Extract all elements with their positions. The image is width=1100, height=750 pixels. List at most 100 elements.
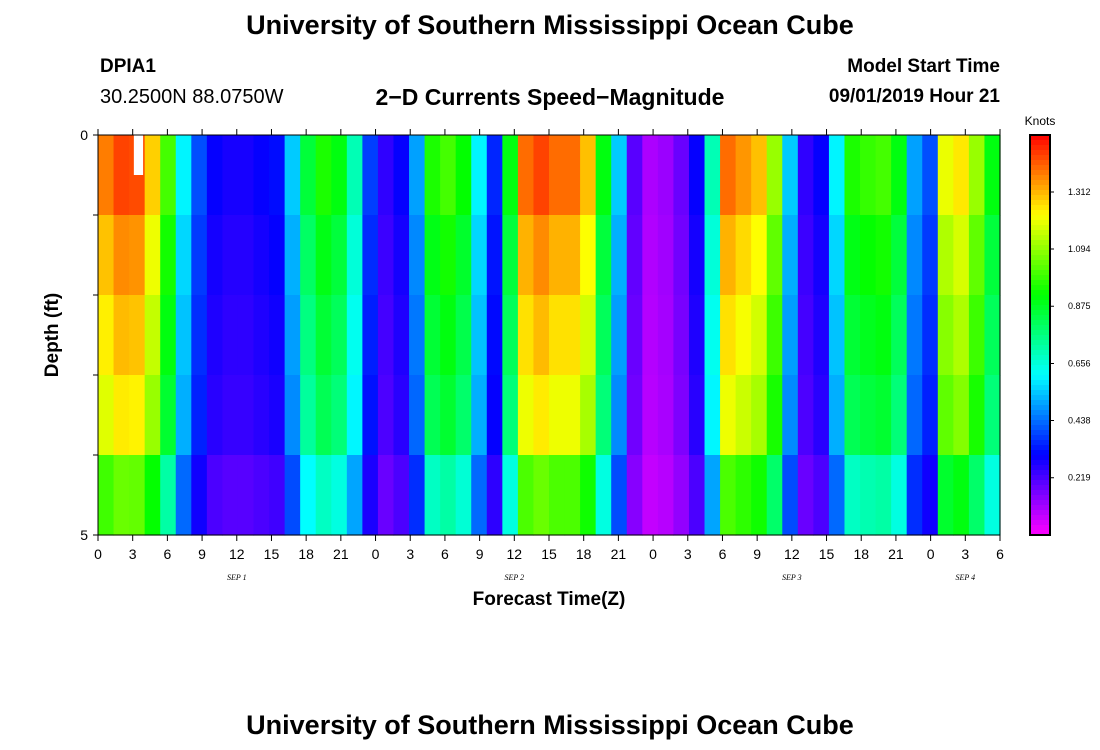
heatmap-cell [580,455,597,536]
colorbar-segment [1030,255,1050,261]
heatmap-cell [222,375,239,456]
colorbar-segment [1030,490,1050,496]
station-id: DPIA1 [100,56,156,77]
colorbar-segment [1030,205,1050,211]
colorbar-segment [1030,230,1050,236]
heatmap-cell [860,375,877,456]
colorbar-segment [1030,330,1050,336]
heatmap-cell [222,215,239,296]
colorbar-segment [1030,355,1050,361]
heatmap-cell [549,455,566,536]
heatmap-cell [844,455,861,536]
colorbar-segment [1030,325,1050,331]
heatmap-cell [735,295,752,376]
colorbar-segment [1030,335,1050,341]
heatmap-cell [968,375,986,456]
heatmap-cell [331,135,348,216]
x-tick-label: 0 [94,546,102,562]
heatmap-cell [486,135,503,216]
heatmap-cell [673,295,690,376]
heatmap-cell [968,135,986,216]
date-label: SEP 3 [782,573,802,582]
heatmap-cell [891,455,908,536]
heatmap-cell [564,295,581,376]
heatmap-cell [860,135,877,216]
heatmap-cell [222,295,239,376]
colorbar-segment [1030,165,1050,171]
heatmap-cell [782,135,799,216]
colorbar-tick-label: 0.875 [1068,301,1091,311]
heatmap-cell [113,455,130,536]
heatmap-cell [657,135,675,216]
colorbar-segment [1030,260,1050,266]
heatmap-cell [704,135,721,216]
heatmap-cell [455,215,472,296]
heatmap-cell [409,295,426,376]
heatmap-cell [455,295,472,376]
heatmap-cell [704,215,721,296]
heatmap-cell [906,455,923,536]
heatmap-cell [346,375,363,456]
colorbar-segment [1030,370,1050,376]
heatmap-cell [813,455,830,536]
heatmap-cell [720,295,737,376]
heatmap-cell [549,215,566,296]
y-tick-label: 0 [80,127,88,143]
colorbar-segment [1030,480,1050,486]
heatmap-cell [440,455,457,536]
heatmap-cell [377,455,395,536]
colorbar-segment [1030,500,1050,506]
heatmap-cell [300,455,317,536]
heatmap-cell [144,455,161,536]
heatmap-cell [875,375,892,456]
colorbar-segment [1030,435,1050,441]
heatmap-cell [471,375,488,456]
heatmap-cell [253,135,270,216]
heatmap-cell [953,455,970,536]
heatmap-cell [813,375,830,456]
colorbar-segment [1030,520,1050,526]
heatmap-cell [611,135,628,216]
colorbar-segment [1030,410,1050,416]
heatmap-cell [409,455,426,536]
heatmap-cell [797,295,814,376]
heatmap-cell [704,295,721,376]
date-label: SEP 2 [504,573,524,582]
colorbar-segment [1030,215,1050,221]
heatmap-cell [580,135,597,216]
heatmap-cell [471,295,488,376]
heatmap-cell [502,295,519,376]
heatmap-cell [98,375,115,456]
heatmap-cell [673,215,690,296]
heatmap-cell [611,375,628,456]
colorbar-segment [1030,265,1050,271]
heatmap-cell [175,375,192,456]
colorbar-segment [1030,510,1050,516]
heatmap-cell [735,215,752,296]
heatmap-cell [782,215,799,296]
colorbar-segment [1030,285,1050,291]
heatmap-cell [642,135,659,216]
heatmap-cell [191,295,208,376]
colorbar-segment [1030,450,1050,456]
heatmap-cell [922,215,939,296]
heatmap-cell [144,135,161,216]
colorbar-segment [1030,135,1050,141]
colorbar-segment [1030,530,1050,536]
heatmap-cell [284,375,301,456]
heatmap-cell [471,135,488,216]
heatmap-cell [720,215,737,296]
heatmap-cell [937,295,954,376]
heatmap-cell [362,215,379,296]
heatmap-cell [813,135,830,216]
date-label: SEP 4 [955,573,975,582]
heatmap-cell [502,135,519,216]
heatmap-cell [393,375,410,456]
heatmap-cell [984,375,1001,456]
heatmap-cell [175,455,192,536]
heatmap-cell [891,215,908,296]
date-label: SEP 1 [227,573,247,582]
heatmap-cell [611,295,628,376]
heatmap-cell [440,295,457,376]
